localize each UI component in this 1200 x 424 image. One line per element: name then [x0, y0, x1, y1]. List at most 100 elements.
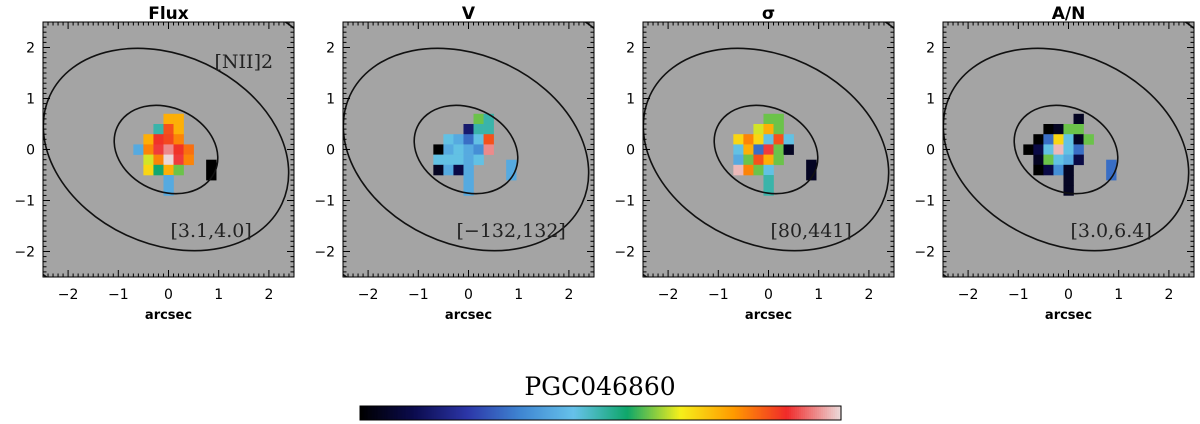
data-pixel: [783, 144, 794, 155]
y-tick-label: 2: [626, 41, 635, 57]
colorbar-segment: [794, 406, 798, 420]
data-pixel: [806, 159, 817, 171]
colorbar-segment: [366, 406, 369, 420]
x-tick-label: 2: [564, 287, 573, 303]
contour-1: [713, 104, 819, 195]
x-axis-label: arcsec: [1045, 308, 1092, 323]
colorbar-segment: [414, 406, 417, 420]
pixel-layer: [433, 113, 517, 196]
colorbar-segment: [734, 406, 738, 420]
data-pixel: [1043, 134, 1054, 145]
colorbar-segment: [596, 406, 600, 420]
contour-2: [43, 47, 290, 252]
contour-layer: [943, 22, 1194, 277]
colorbar-segment: [744, 406, 748, 420]
data-pixel: [453, 144, 464, 155]
colorbar-segment: [510, 406, 513, 420]
panel-title: V: [462, 4, 476, 24]
y-tick-label: −2: [14, 245, 35, 261]
colorbar-segment: [654, 406, 658, 420]
colorbar-segment: [470, 406, 473, 420]
colorbar-segment: [738, 406, 742, 420]
colorbar-segment: [562, 406, 566, 420]
data-pixel: [733, 154, 744, 166]
colorbar-segment: [450, 406, 453, 420]
colorbar-segment: [570, 406, 574, 420]
data-pixel: [173, 164, 184, 176]
colorbar-segment: [666, 406, 670, 420]
data-pixel: [163, 113, 174, 125]
colorbar-segment: [418, 406, 421, 420]
pixel-layer: [133, 113, 217, 196]
colorbar-segment: [560, 406, 564, 420]
colorbar-segment: [426, 406, 429, 420]
colorbar-segment: [764, 406, 768, 420]
colorbar-segment: [832, 406, 836, 420]
colorbar-segment: [748, 406, 752, 420]
colorbar-segment: [588, 406, 592, 420]
data-pixel: [453, 164, 464, 176]
data-pixel: [173, 134, 184, 145]
colorbar-segment: [664, 406, 668, 420]
data-pixel: [483, 144, 494, 155]
colorbar-segment: [658, 406, 662, 420]
colorbar-segment: [394, 406, 397, 420]
colorbar-segment: [660, 406, 664, 420]
data-pixel: [763, 185, 774, 196]
colorbar-segment: [390, 406, 393, 420]
data-pixel: [173, 144, 184, 155]
colorbar-segment: [756, 406, 760, 420]
colorbar-segment: [516, 406, 519, 420]
y-tick-label: −2: [314, 245, 335, 261]
colorbar-segment: [382, 406, 385, 420]
colorbar-segment: [704, 406, 708, 420]
data-pixel: [473, 113, 484, 125]
colorbar-segment: [682, 406, 686, 420]
colorbar-segment: [420, 406, 423, 420]
colorbar-segment: [522, 406, 525, 420]
data-pixel: [1043, 164, 1054, 176]
colorbar-segment: [816, 406, 820, 420]
panel-4: −2 −1 0 1 2 2 1 0 −1 −2 A/N arcsec [3.0,6.4]: [914, 4, 1195, 323]
data-pixel: [1073, 154, 1084, 166]
data-pixel: [743, 134, 754, 145]
data-pixel: [463, 124, 474, 135]
data-pixel: [1053, 134, 1064, 145]
colorbar-segment: [564, 406, 568, 420]
colorbar-segment: [392, 406, 395, 420]
colorbar-segment: [468, 406, 471, 420]
colorbar-segment: [692, 406, 696, 420]
data-pixel: [473, 134, 484, 145]
data-pixel: [733, 134, 744, 145]
data-pixel: [753, 124, 764, 135]
x-tick-label: −1: [1008, 287, 1029, 303]
data-pixel: [463, 175, 474, 186]
data-pixel: [1063, 154, 1074, 166]
colorbar-segment: [600, 406, 604, 420]
data-pixel: [163, 124, 174, 135]
x-tick-label: 2: [864, 287, 873, 303]
data-pixel: [506, 159, 517, 171]
colorbar-segment: [616, 406, 620, 420]
colorbar-segment: [648, 406, 652, 420]
y-tick-label: −1: [614, 194, 635, 210]
pixel-layer: [1023, 113, 1117, 196]
colorbar-segment: [804, 406, 808, 420]
x-tick-label: 0: [1064, 287, 1073, 303]
y-tick-label: 0: [326, 143, 335, 159]
colorbar-segment: [504, 406, 507, 420]
colorbar-segment: [602, 406, 606, 420]
colorbar-segment: [618, 406, 622, 420]
tick-marks: [942, 21, 1195, 278]
data-pixel: [473, 144, 484, 155]
colorbar-segment: [716, 406, 720, 420]
x-tick-label: 1: [514, 287, 523, 303]
tick-marks: [342, 21, 595, 278]
colorbar-segment: [636, 406, 640, 420]
data-pixel: [1063, 124, 1074, 135]
data-pixel: [433, 154, 444, 166]
colorbar-segment: [512, 406, 515, 420]
colorbar-segment: [572, 406, 576, 420]
range-label: [80,441]: [771, 220, 852, 242]
